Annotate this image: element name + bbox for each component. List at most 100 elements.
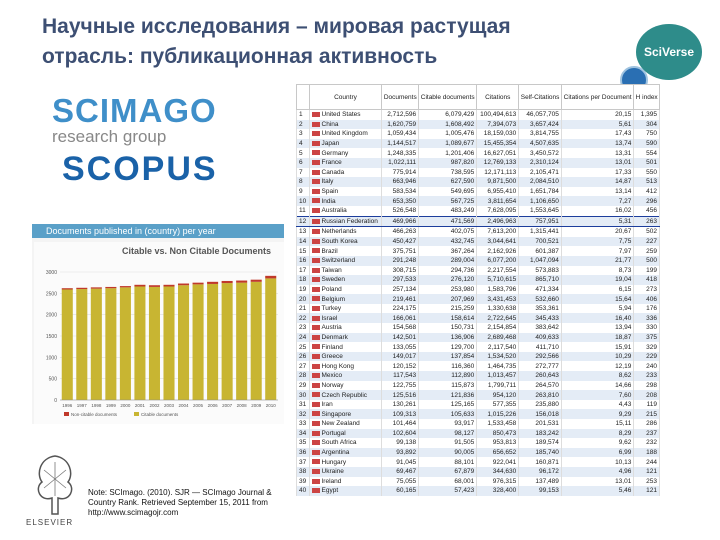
country-cell: Argentina <box>308 447 383 458</box>
table-row: 8 Italy 663,946 627,590 9,871,500 2,084,510 14… <box>296 177 660 187</box>
value-cell: 14,87 <box>560 177 635 187</box>
value-cell: 120,152 <box>381 361 420 372</box>
country-name: Finland <box>321 343 343 351</box>
table-row: 13 Netherlands 466,263 402,075 7,613,200 1,31… <box>296 226 660 237</box>
column-header[interactable]: Self-Citations <box>518 84 562 110</box>
noncitable-bar <box>76 287 88 290</box>
value-cell: 1,248,335 <box>381 148 420 158</box>
value-cell: 573,883 <box>518 265 562 276</box>
value-cell: 353,361 <box>518 303 562 314</box>
value-cell: 601,387 <box>518 246 562 256</box>
flag-icon <box>311 440 320 446</box>
country-name: South Africa <box>321 439 357 447</box>
citable-bar <box>192 284 204 400</box>
value-cell: 1,464,735 <box>476 361 520 372</box>
value-cell: 2,722,645 <box>476 313 520 324</box>
value-cell: 549,695 <box>418 186 478 197</box>
column-header[interactable]: H index <box>633 84 660 110</box>
flag-icon <box>311 188 320 194</box>
value-cell: 13,01 <box>560 157 635 168</box>
rank-cell: 33 <box>296 419 310 429</box>
rank-cell: 24 <box>296 332 310 343</box>
country-name: Czech Republic <box>321 391 368 399</box>
value-cell: 329 <box>633 342 660 352</box>
country-cell: Finland <box>308 342 383 352</box>
value-cell: 2,496,963 <box>476 215 520 228</box>
source-note: Note: SCImago. (2010). SJR — SCImago Jou… <box>88 488 272 517</box>
rank-cell: 30 <box>296 390 310 400</box>
value-cell: 330 <box>633 323 660 333</box>
value-cell: 272,777 <box>518 361 562 372</box>
value-cell: 1,330,638 <box>476 303 520 314</box>
country-name: Australia <box>321 207 347 215</box>
value-cell: 75,055 <box>381 476 420 487</box>
value-cell: 96,172 <box>518 466 562 477</box>
value-cell: 183,242 <box>518 428 562 439</box>
value-cell: 627,590 <box>418 177 478 187</box>
value-cell: 12,171,113 <box>476 167 520 178</box>
flag-icon <box>311 315 320 321</box>
column-header[interactable]: Country <box>308 84 383 110</box>
value-cell: 3,450,572 <box>518 148 562 158</box>
rank-cell: 31 <box>296 399 310 410</box>
country-cell: Hong Kong <box>308 361 383 372</box>
value-cell: 1,583,796 <box>476 284 520 295</box>
table-row: 33 New Zealand 101,464 93,917 1,533,458 201,5… <box>296 419 660 429</box>
table-row: 38 Ukraine 69,467 67,879 344,630 96,172 4,96 12… <box>296 466 660 477</box>
country-cell: Singapore <box>308 409 383 419</box>
value-cell: 264,570 <box>518 380 562 391</box>
column-header[interactable]: Citations <box>476 84 520 110</box>
value-cell: 188 <box>633 447 660 458</box>
rank-cell: 3 <box>296 129 310 139</box>
column-header[interactable] <box>296 84 310 110</box>
country-name: Germany <box>321 149 349 157</box>
country-name: United States <box>321 111 361 119</box>
country-cell: Turkey <box>308 303 383 314</box>
value-cell: 1,144,517 <box>381 138 420 149</box>
value-cell: 590 <box>633 138 660 149</box>
value-cell: 2,310,124 <box>518 157 562 168</box>
scimago-logo: SCIMAGO research group <box>52 92 217 146</box>
value-cell: 15,91 <box>560 342 635 352</box>
scimago-logo-text: SCIMAGO <box>52 92 217 129</box>
value-cell: 308,715 <box>381 265 420 276</box>
rank-cell: 14 <box>296 236 310 247</box>
value-cell: 1,047,094 <box>518 255 562 266</box>
value-cell: 149,017 <box>381 351 420 362</box>
flag-icon <box>311 238 320 244</box>
column-header[interactable]: Documents <box>381 84 420 110</box>
rank-cell: 27 <box>296 361 310 372</box>
y-tick-label: 1500 <box>46 334 57 340</box>
country-name: Poland <box>321 285 342 293</box>
flag-icon <box>311 373 320 379</box>
value-cell: 976,315 <box>476 476 520 487</box>
value-cell: 2,154,854 <box>476 323 520 333</box>
rank-cell: 35 <box>296 438 310 448</box>
value-cell: 5,710,615 <box>476 275 520 285</box>
value-cell: 14,66 <box>560 380 635 391</box>
x-tick-label: 2009 <box>251 403 262 408</box>
value-cell: 483,249 <box>418 205 478 217</box>
table-row: 7 Canada 775,914 738,595 12,171,113 2,105,471… <box>296 167 660 178</box>
value-cell: 8,29 <box>560 428 635 439</box>
value-cell: 101,464 <box>381 419 420 429</box>
value-cell: 412 <box>633 186 660 197</box>
value-cell: 88,101 <box>418 457 478 467</box>
column-header[interactable]: Citations per Document <box>560 84 635 110</box>
value-cell: 260,643 <box>518 371 562 381</box>
chart-panel: Documents published in (country) per yea… <box>32 224 284 424</box>
value-cell: 292,566 <box>518 351 562 362</box>
table-row: 1 United States 2,712,596 6,079,429 100,494,… <box>296 109 660 120</box>
rank-cell: 6 <box>296 157 310 168</box>
chart-area: 0 500 1000 1500 2000 2500 3000 1996 1997 1998 1999… <box>34 242 284 424</box>
value-cell: 121 <box>633 486 660 496</box>
column-header[interactable]: Citable documents <box>418 84 478 110</box>
value-cell: 336 <box>633 313 660 324</box>
value-cell: 7,97 <box>560 246 635 256</box>
value-cell: 99,138 <box>381 438 420 448</box>
value-cell: 3,811,654 <box>476 196 520 206</box>
table-row: 30 Czech Republic 125,516 121,836 954,120 263… <box>296 390 660 400</box>
x-tick-label: 2002 <box>149 403 160 408</box>
country-cell: Hungary <box>308 457 383 467</box>
rank-cell: 36 <box>296 447 310 458</box>
